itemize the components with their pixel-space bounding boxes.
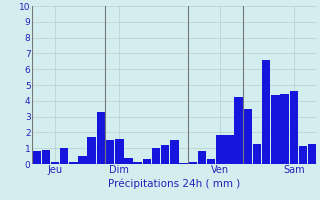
Bar <box>216 135 225 164</box>
Bar <box>51 162 59 164</box>
Bar <box>97 112 105 164</box>
Bar <box>198 151 206 164</box>
Bar <box>253 144 261 164</box>
Bar <box>170 140 179 164</box>
Bar <box>42 150 50 164</box>
Bar <box>78 156 87 164</box>
Bar <box>188 162 197 164</box>
Bar <box>308 144 316 164</box>
Bar <box>290 91 298 164</box>
Bar <box>180 163 188 164</box>
Bar <box>161 145 169 164</box>
Bar <box>106 140 114 164</box>
Bar <box>280 94 289 164</box>
Bar <box>143 159 151 164</box>
Bar <box>271 95 280 164</box>
Bar <box>262 60 270 164</box>
Bar <box>87 137 96 164</box>
Bar <box>115 139 124 164</box>
Bar <box>299 146 307 164</box>
Bar <box>69 162 77 164</box>
Bar <box>133 162 142 164</box>
Bar <box>60 148 68 164</box>
Bar <box>152 148 160 164</box>
Bar <box>124 158 133 164</box>
Bar <box>244 109 252 164</box>
Bar <box>235 97 243 164</box>
X-axis label: Précipitations 24h ( mm ): Précipitations 24h ( mm ) <box>108 178 241 189</box>
Bar <box>207 159 215 164</box>
Bar <box>225 135 234 164</box>
Bar <box>32 151 41 164</box>
